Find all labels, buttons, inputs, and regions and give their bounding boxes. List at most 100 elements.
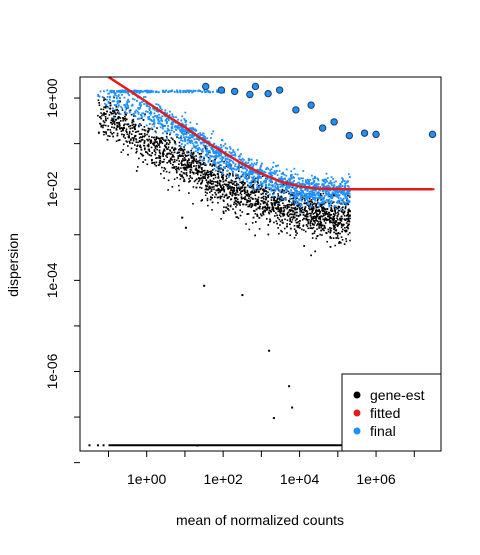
gene-est-point bbox=[189, 168, 192, 171]
gene-est-point bbox=[155, 137, 158, 139]
gene-est-point bbox=[169, 162, 172, 165]
gene-est-point bbox=[170, 157, 172, 160]
gene-est-point bbox=[324, 212, 327, 215]
gene-est-point bbox=[313, 224, 315, 226]
gene-est-point bbox=[307, 222, 310, 225]
final-point bbox=[191, 136, 194, 139]
final-point bbox=[138, 103, 141, 106]
x-tick-label: 1e+00 bbox=[127, 471, 167, 487]
gene-est-point bbox=[249, 200, 251, 203]
gene-est-point bbox=[122, 135, 125, 138]
gene-est-point bbox=[328, 215, 330, 218]
gene-est-point bbox=[269, 220, 272, 222]
gene-est-point bbox=[315, 211, 317, 213]
final-point bbox=[130, 104, 133, 107]
gene-est-point bbox=[180, 175, 182, 177]
final-point bbox=[323, 195, 326, 197]
final-point bbox=[188, 136, 191, 139]
final-point bbox=[267, 186, 270, 189]
gene-est-point bbox=[123, 118, 125, 120]
gene-est-point bbox=[200, 167, 203, 170]
final-point bbox=[208, 158, 211, 160]
final-point bbox=[281, 172, 284, 175]
gene-est-point bbox=[254, 221, 257, 223]
gene-est-point bbox=[219, 184, 221, 186]
gene-est-point bbox=[237, 187, 239, 190]
gene-est-point bbox=[209, 170, 211, 173]
final-point bbox=[309, 192, 312, 195]
gene-est-point bbox=[173, 140, 176, 142]
gene-est-point bbox=[96, 444, 99, 447]
final-point bbox=[140, 101, 143, 104]
final-point bbox=[306, 187, 309, 190]
gene-est-point bbox=[162, 155, 164, 158]
gene-est-point bbox=[231, 189, 234, 192]
gene-est-point bbox=[333, 225, 335, 228]
final-point bbox=[134, 115, 137, 118]
gene-est-point bbox=[181, 164, 183, 167]
final-point bbox=[317, 196, 320, 199]
gene-est-point bbox=[163, 177, 165, 179]
gene-est-point bbox=[304, 208, 306, 210]
final-point bbox=[201, 91, 204, 94]
final-point bbox=[289, 177, 292, 180]
gene-est-point bbox=[251, 203, 254, 205]
final-point bbox=[241, 165, 244, 168]
gene-est-point bbox=[309, 214, 312, 217]
final-point bbox=[158, 105, 161, 108]
gene-est-point bbox=[334, 214, 336, 216]
gene-est-point bbox=[317, 213, 319, 216]
gene-est-point bbox=[244, 198, 247, 201]
gene-est-point bbox=[302, 224, 305, 227]
gene-est-point bbox=[347, 194, 349, 197]
final-point bbox=[186, 131, 189, 133]
final-point bbox=[214, 154, 217, 157]
final-point bbox=[317, 191, 319, 194]
gene-est-point bbox=[115, 127, 118, 130]
final-point bbox=[218, 147, 221, 150]
gene-est-point bbox=[316, 215, 319, 218]
final-point bbox=[303, 193, 306, 196]
gene-est-point bbox=[279, 224, 281, 226]
gene-est-point bbox=[181, 175, 184, 178]
gene-est-point bbox=[200, 177, 203, 179]
gene-est-point bbox=[323, 210, 326, 213]
gene-est-point bbox=[305, 209, 308, 212]
gene-est-point bbox=[187, 150, 189, 153]
gene-est-point bbox=[256, 188, 259, 191]
gene-est-point bbox=[274, 202, 277, 204]
gene-est-point bbox=[225, 184, 227, 186]
final-point bbox=[238, 167, 240, 170]
gene-est-point bbox=[173, 167, 175, 169]
gene-est-point bbox=[201, 167, 203, 169]
gene-est-point bbox=[191, 177, 193, 180]
final-point bbox=[246, 180, 249, 183]
gene-est-point bbox=[195, 165, 197, 167]
gene-est-point bbox=[264, 201, 266, 204]
gene-est-point bbox=[268, 188, 271, 191]
gene-est-point bbox=[114, 123, 116, 126]
final-point bbox=[163, 114, 166, 117]
final-point bbox=[291, 192, 294, 194]
gene-est-point bbox=[212, 163, 215, 166]
final-point bbox=[277, 196, 279, 198]
gene-est-point bbox=[298, 222, 301, 225]
final-point bbox=[203, 146, 206, 149]
gene-est-point bbox=[319, 233, 321, 236]
gene-est-point bbox=[320, 205, 322, 207]
final-point bbox=[157, 118, 160, 121]
gene-est-point bbox=[241, 182, 243, 185]
gene-est-point bbox=[138, 140, 141, 143]
gene-est-point bbox=[326, 213, 329, 215]
final-point bbox=[121, 93, 123, 96]
final-point bbox=[283, 184, 286, 187]
gene-est-point bbox=[210, 175, 213, 177]
gene-est-point bbox=[111, 117, 113, 120]
gene-est-point bbox=[135, 170, 138, 172]
final-point bbox=[251, 169, 254, 172]
gene-est-point bbox=[229, 173, 231, 175]
final-point bbox=[311, 196, 314, 198]
gene-est-point bbox=[260, 184, 263, 186]
final-point bbox=[214, 156, 217, 159]
gene-est-point bbox=[185, 169, 188, 171]
